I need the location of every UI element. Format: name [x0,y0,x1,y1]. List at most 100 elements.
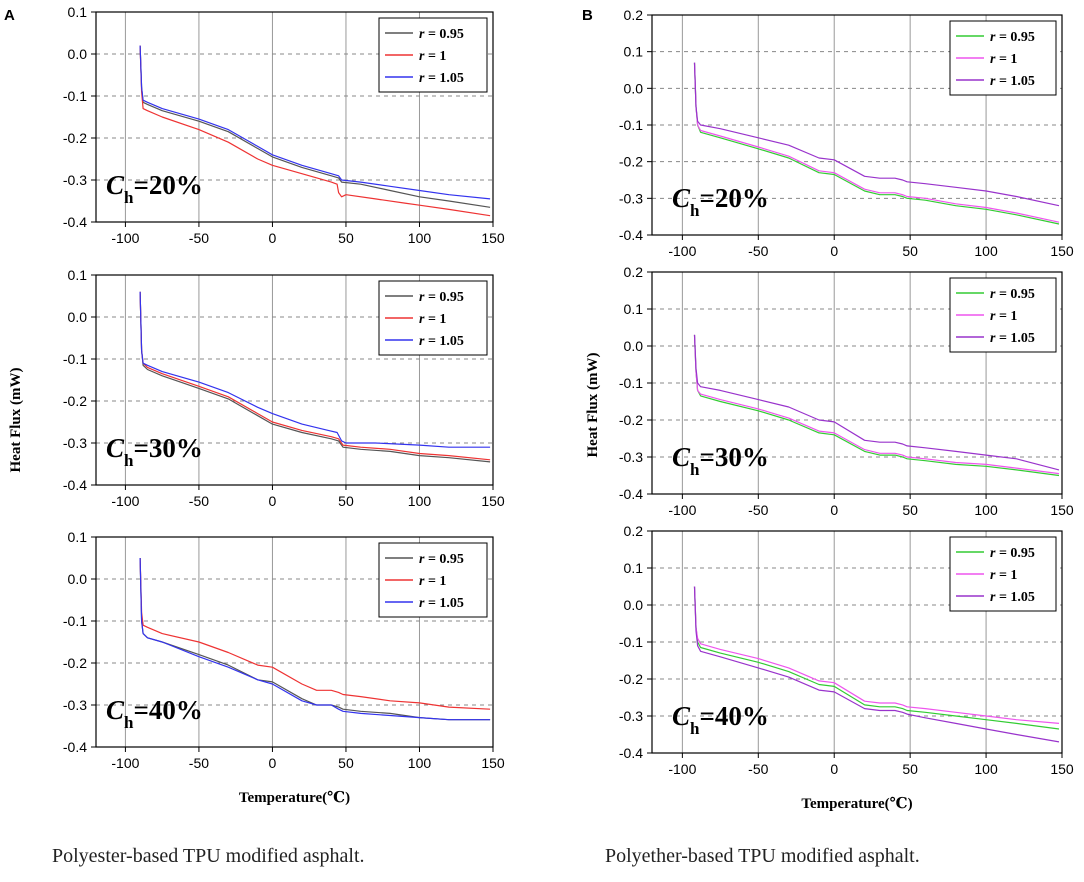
series-line-r-1.05 [139,557,491,721]
x-tick-label: 50 [338,230,354,246]
y-tick-label: 0.0 [68,309,88,325]
x-tick-label: 100 [974,243,998,259]
series-line-r-1.05 [139,291,491,448]
y-tick-label: -0.4 [63,214,87,230]
legend-entry: r = 1 [419,312,446,327]
series-line-r-1 [693,586,1060,724]
y-tick-label: 0.1 [68,267,88,283]
panel-letter: B [582,7,593,24]
series-line-r-1 [139,291,491,461]
series-line-r-0.95 [693,62,1060,225]
y-tick-label: 0.2 [624,264,644,280]
series-line-r-1 [139,45,491,217]
y-tick-label: 0.0 [624,80,644,96]
x-tick-label: 0 [269,230,277,246]
series-line-r-1.05 [693,62,1060,207]
x-tick-label: -100 [111,755,139,771]
y-tick-label: -0.4 [619,486,643,502]
y-tick-label: 0.0 [68,571,88,587]
x-tick-label: 50 [338,755,354,771]
legend-entry: r = 0.95 [419,552,464,567]
x-tick-label: 150 [1050,243,1074,259]
x-tick-label: 50 [338,493,354,509]
x-tick-label: -50 [748,761,768,777]
ch-annotation: Ch=40% [106,695,203,732]
y-tick-label: 0.2 [624,7,644,23]
series-line-r-0.95 [693,334,1060,477]
legend-entry: r = 1 [990,52,1017,67]
x-tick-label: -100 [668,502,696,518]
caption-right: Polyether-based TPU modified asphalt. [605,845,920,867]
plot-frame [651,271,1063,495]
series-line-r-1.05 [693,586,1060,743]
x-tick-label: 100 [974,761,998,777]
y-tick-label: -0.3 [63,172,87,188]
y-tick-label: 0.0 [624,597,644,613]
series-line-r-1.05 [693,334,1060,471]
y-tick-label: 0.1 [68,4,88,20]
y-axis-title-left: Heat Flux (mW) [8,368,24,473]
y-tick-label: -0.4 [63,477,87,493]
plot-frame [651,530,1063,754]
legend-entry: r = 1 [990,309,1017,324]
y-tick-label: -0.3 [619,449,643,465]
y-tick-label: -0.1 [63,613,87,629]
plot-frame [95,274,494,486]
ch-annotation: Ch=40% [672,701,769,738]
y-tick-label: -0.3 [619,708,643,724]
x-tick-label: -50 [748,502,768,518]
x-tick-label: 100 [408,230,432,246]
legend-entry: r = 1.05 [990,590,1035,605]
x-tick-label: 0 [269,493,277,509]
series-line-r-1.05 [139,45,491,200]
x-tick-label: 150 [481,493,505,509]
y-tick-label: -0.3 [63,697,87,713]
x-tick-label: -50 [189,493,209,509]
x-tick-label: -50 [189,230,209,246]
x-tick-label: -100 [668,761,696,777]
charts-layer: -100 -50 0 50 100 150 0.1 0.0 -0.1 -0.2 -0.3 -0.4 r … [4,4,1074,812]
caption-left: Polyester-based TPU modified asphalt. [52,845,365,867]
ch-annotation: Ch=20% [106,170,203,207]
y-tick-label: -0.3 [63,435,87,451]
y-tick-label: -0.2 [619,671,643,687]
y-tick-label: -0.1 [63,351,87,367]
y-tick-label: 0.1 [624,44,644,60]
chart-panel-0: -100 -50 0 50 100 150 0.1 0.0 -0.1 -0.2 -0.3 -0.4 r … [4,4,505,246]
x-tick-label: 100 [408,755,432,771]
y-tick-label: 0.2 [624,523,644,539]
chart-panel-5: -100 -50 0 50 100 150 0.2 0.1 0.0 -0.1 -0.2 -0.3 -0.… [619,523,1074,812]
y-tick-label: -0.3 [619,190,643,206]
chart-panel-4: -100 -50 0 50 100 150 0.2 0.1 0.0 -0.1 -0.2 -0.3 -0.… [619,264,1074,518]
series-line-r-0.95 [139,45,491,208]
x-tick-label: 0 [830,761,838,777]
x-tick-label: 50 [902,761,918,777]
x-tick-label: -100 [668,243,696,259]
legend-entry: r = 1 [419,49,446,64]
y-tick-label: -0.2 [63,130,87,146]
y-tick-label: 0.1 [624,560,644,576]
ch-annotation: Ch=30% [106,433,203,470]
series-line-r-1 [693,334,1060,475]
x-tick-label: 50 [902,502,918,518]
y-tick-label: -0.2 [619,412,643,428]
legend-entry: r = 1.05 [419,334,464,349]
series-line-r-1 [139,557,491,710]
x-tick-label: -50 [748,243,768,259]
legend-entry: r = 1.05 [990,331,1035,346]
legend-entry: r = 1.05 [419,596,464,611]
x-tick-label: -100 [111,493,139,509]
legend-entry: r = 1 [990,568,1017,583]
x-tick-label: 150 [481,755,505,771]
legend-entry: r = 0.95 [990,287,1035,302]
y-tick-label: -0.1 [619,117,643,133]
ch-annotation: Ch=30% [672,442,769,479]
x-tick-label: -50 [189,755,209,771]
plot-frame [95,11,494,223]
x-tick-label: 150 [481,230,505,246]
series-line-r-1 [693,62,1060,223]
y-tick-label: 0.1 [68,529,88,545]
ch-annotation: Ch=20% [672,183,769,220]
x-axis-title: Temperature(℃) [801,796,912,812]
